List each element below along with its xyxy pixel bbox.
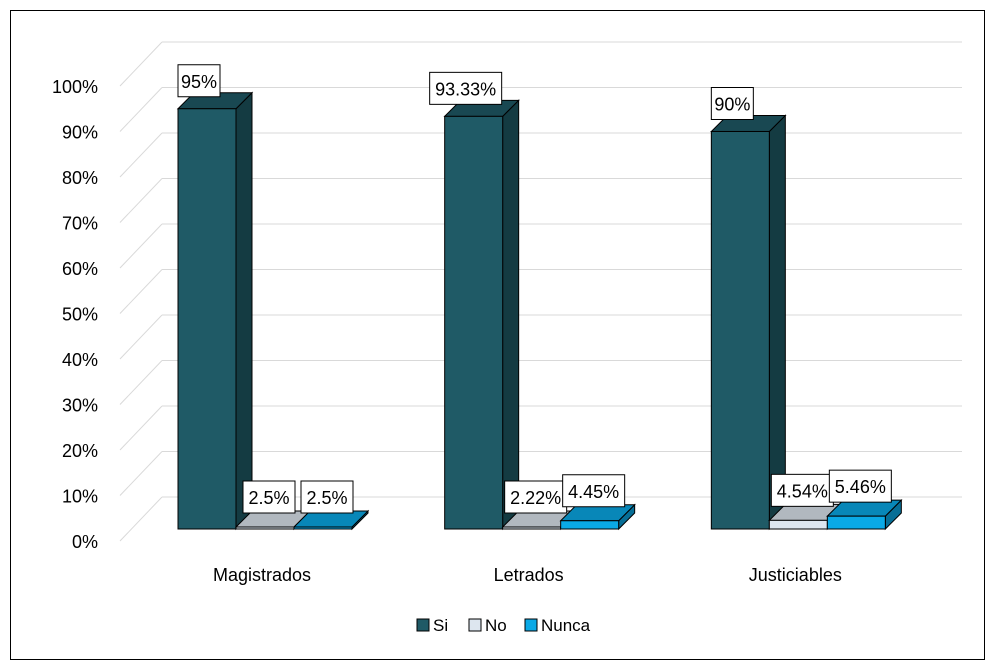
gridline-side	[119, 178, 163, 223]
data-label: 2.22%	[510, 488, 561, 508]
bar	[768, 519, 828, 530]
data-label-box	[710, 87, 754, 120]
gridline-side	[119, 87, 163, 132]
y-tick-label: 20%	[62, 441, 98, 461]
y-tick-label: 60%	[62, 259, 98, 279]
gridline-side	[119, 223, 163, 269]
x-tick-label: Letrados	[494, 565, 564, 585]
data-label-box	[770, 473, 834, 507]
legend-swatch	[524, 618, 538, 632]
legend-swatch	[416, 618, 430, 632]
data-label: 95%	[181, 72, 217, 92]
data-label: 93.33%	[435, 79, 496, 99]
legend-label: Nunca	[541, 616, 591, 635]
data-label: 2.5%	[306, 488, 347, 508]
legend: Si No Nunca	[416, 616, 591, 635]
data-label-box	[177, 64, 221, 98]
x-axis-ticks: Magistrados Letrados Justiciables	[213, 565, 842, 585]
bar	[826, 515, 886, 530]
gridline-side	[119, 314, 163, 360]
x-tick-label: Magistrados	[213, 565, 311, 585]
gridline-side	[119, 269, 163, 314]
legend-label: Si	[433, 616, 448, 635]
y-tick-label: 50%	[62, 305, 98, 325]
bar	[444, 115, 504, 530]
legend-label: No	[485, 616, 507, 635]
bar	[293, 526, 353, 530]
data-label-box	[300, 480, 354, 514]
bar	[710, 131, 770, 530]
data-label-box	[828, 469, 892, 503]
y-axis-ticks: 0% 10% 20% 30% 40% 50% 60% 70% 80% 90% 100%	[52, 77, 98, 552]
legend-swatch	[468, 618, 482, 632]
bar	[502, 526, 562, 530]
data-label: 4.45%	[568, 482, 619, 502]
bar-side	[768, 114, 786, 531]
bar	[177, 108, 237, 530]
y-tick-label: 80%	[62, 168, 98, 188]
gridline-side	[119, 451, 163, 496]
y-tick-label: 30%	[62, 396, 98, 416]
data-labels: 95% 2.5% 2.5% 93.33% 2.22% 4.45% 90% 4.54% 5.46%	[177, 64, 892, 514]
data-label-box	[429, 71, 503, 105]
data-label-box	[504, 480, 568, 514]
data-label-box	[242, 480, 296, 514]
gridline-side	[119, 360, 163, 405]
bar-side	[502, 99, 520, 531]
data-label: 4.54%	[777, 481, 828, 501]
gridline-side	[119, 132, 163, 178]
y-tick-label: 90%	[62, 123, 98, 143]
bar	[560, 520, 620, 530]
gridline-side	[119, 41, 163, 87]
data-label: 2.5%	[248, 488, 289, 508]
data-label-box	[562, 474, 626, 508]
y-tick-label: 70%	[62, 214, 98, 234]
y-tick-label: 40%	[62, 350, 98, 370]
x-tick-label: Justiciables	[749, 565, 842, 585]
y-tick-label: 100%	[52, 77, 98, 97]
y-tick-label: 0%	[72, 532, 98, 552]
gridline-side	[119, 405, 163, 451]
bar-side	[235, 91, 253, 531]
bars	[176, 91, 903, 531]
gridline-side	[119, 496, 163, 542]
y-tick-label: 10%	[62, 487, 98, 507]
data-label: 90%	[714, 95, 750, 115]
bar	[235, 526, 295, 530]
data-label: 5.46%	[835, 477, 886, 497]
